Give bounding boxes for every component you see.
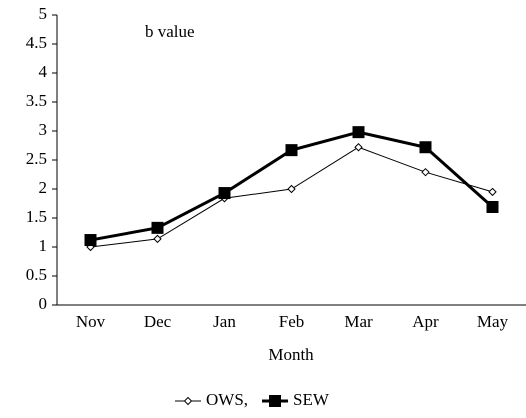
y-tick-label: 4.5 — [26, 33, 47, 52]
annotation: b value — [145, 22, 195, 41]
series-line — [90, 146, 493, 248]
data-point — [84, 234, 97, 247]
x-tick-label: Mar — [344, 312, 373, 331]
x-tick-label: Jan — [213, 312, 236, 331]
y-tick-label: 2 — [39, 178, 48, 197]
data-point — [419, 141, 432, 154]
y-tick-label: 4 — [39, 62, 48, 81]
y-tick-label: 0 — [39, 294, 48, 313]
legend-marker — [183, 396, 193, 406]
data-point — [354, 143, 363, 152]
data-point — [486, 200, 499, 213]
data-point — [421, 167, 430, 177]
data-point — [488, 187, 497, 197]
data-point — [287, 184, 296, 194]
y-tick-label: 2.5 — [26, 149, 47, 168]
legend-marker — [269, 395, 282, 407]
data-point — [153, 234, 162, 244]
y-tick-label: 3 — [39, 120, 48, 139]
x-tick-label: Nov — [76, 312, 106, 331]
x-axis-title: Month — [268, 345, 314, 364]
x-tick-label: May — [477, 312, 509, 331]
data-point — [285, 144, 298, 157]
data-point — [218, 187, 231, 200]
y-tick-label: 5 — [39, 4, 48, 23]
y-tick-label: 1 — [39, 236, 48, 255]
x-tick-label: Apr — [412, 312, 439, 331]
legend-label: SEW — [293, 390, 330, 409]
legend-label: OWS, — [206, 390, 248, 409]
x-tick-label: Feb — [279, 312, 305, 331]
data-point — [352, 126, 365, 139]
data-point — [151, 221, 164, 234]
y-tick-label: 3.5 — [26, 91, 47, 110]
x-tick-label: Dec — [144, 312, 172, 331]
y-tick-label: 0.5 — [26, 265, 47, 284]
y-tick-label: 1.5 — [26, 207, 47, 226]
